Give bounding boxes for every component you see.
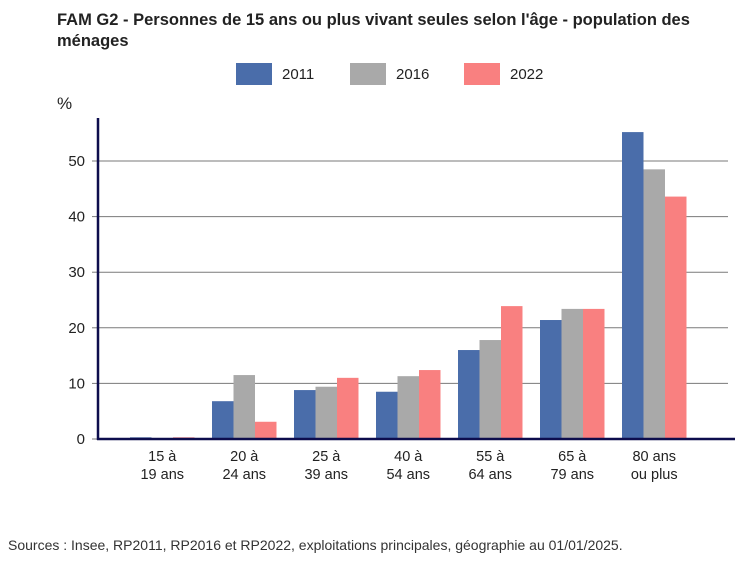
bar-2016-3: [397, 376, 419, 439]
legend-swatch-2011: [236, 63, 272, 85]
x-tick-label-0-1: 19 ans: [140, 467, 184, 483]
bar-2022-1: [255, 421, 277, 439]
bar-2011-1: [212, 401, 234, 439]
bar-2022-4: [501, 306, 523, 439]
x-tick-label-1-0: 20 à: [230, 449, 259, 465]
bar-2011-4: [458, 350, 480, 439]
y-tick-label-50: 50: [68, 153, 85, 170]
bar-2016-5: [561, 308, 583, 439]
bar-2011-2: [294, 390, 316, 439]
bar-2011-6: [622, 132, 644, 439]
bar-2011-5: [540, 320, 562, 439]
bar-2022-2: [337, 377, 359, 439]
legend-item-2022[interactable]: 2022: [464, 62, 543, 86]
bar-2016-4: [479, 340, 501, 439]
x-tick-label-6-1: ou plus: [631, 467, 678, 483]
x-tick-label-0-0: 15 à: [148, 449, 177, 465]
legend-item-2011[interactable]: 2011: [236, 62, 314, 86]
legend-label-2022: 2022: [510, 65, 544, 83]
x-tick-label-3-0: 40 à: [394, 449, 423, 465]
x-tick-label-2-1: 39 ans: [304, 467, 348, 483]
bar-2022-3: [419, 370, 441, 439]
bar-2016-2: [315, 386, 337, 439]
x-tick-label-4-0: 55 à: [476, 449, 505, 465]
x-tick-label-3-1: 54 ans: [386, 467, 430, 483]
x-tick-label-1-1: 24 ans: [222, 467, 266, 483]
legend-label-2011: 2011: [282, 65, 315, 83]
bar-2022-6: [665, 196, 687, 439]
x-tick-label-5-0: 65 à: [558, 449, 587, 465]
chart-title: FAM G2 - Personnes de 15 ans ou plus viv…: [57, 11, 690, 50]
bar-2016-1: [233, 375, 255, 439]
x-tick-label-4-1: 64 ans: [468, 467, 512, 483]
x-tick-label-6-0: 80 ans: [632, 449, 676, 465]
y-tick-label-20: 20: [68, 320, 85, 337]
legend-swatch-2022: [464, 63, 500, 85]
y-tick-label-40: 40: [68, 209, 85, 226]
x-tick-label-5-1: 79 ans: [550, 467, 594, 483]
bar-2022-5: [583, 308, 605, 439]
legend-item-2016[interactable]: 2016: [350, 62, 429, 86]
bar-2016-6: [643, 169, 665, 439]
source-note: Sources : Insee, RP2011, RP2016 et RP202…: [8, 537, 623, 553]
y-tick-label-10: 10: [68, 375, 85, 392]
x-tick-label-2-0: 25 à: [312, 449, 341, 465]
y-axis-unit-label: %: [57, 94, 73, 113]
legend: 2011 2016 2022: [0, 62, 735, 86]
legend-swatch-2016: [350, 63, 386, 85]
y-tick-label-0: 0: [77, 431, 85, 448]
y-tick-label-30: 30: [68, 264, 85, 281]
legend-label-2016: 2016: [396, 65, 430, 83]
bar-2011-3: [376, 391, 398, 439]
